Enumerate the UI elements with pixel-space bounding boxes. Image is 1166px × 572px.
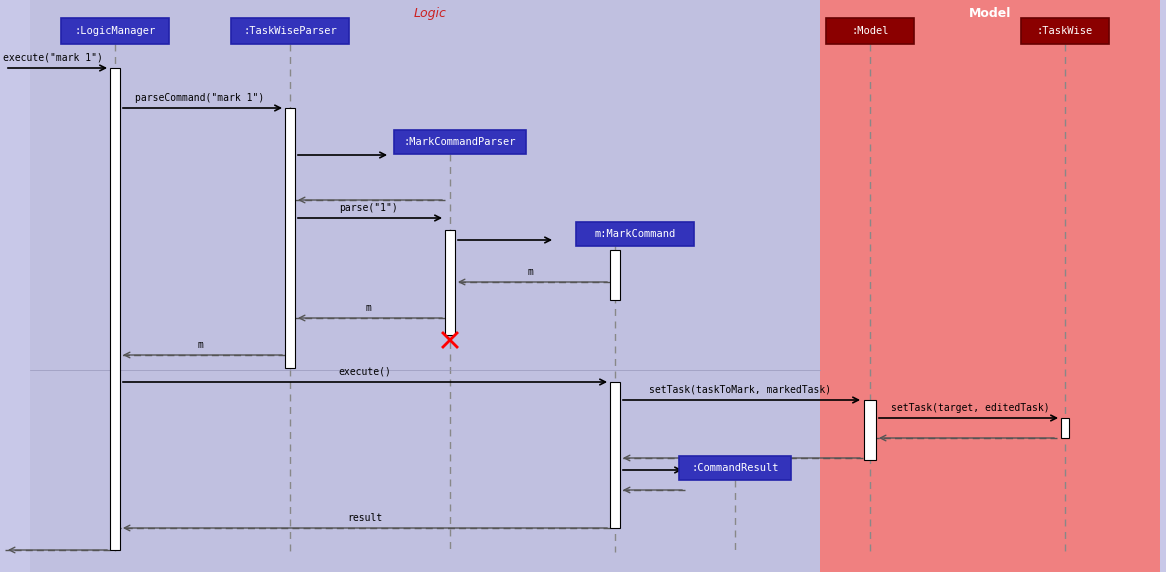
Text: :TaskWiseParser: :TaskWiseParser	[244, 26, 337, 36]
Text: parse("1"): parse("1")	[338, 203, 398, 213]
Text: m: m	[365, 303, 371, 313]
Text: :LogicManager: :LogicManager	[75, 26, 155, 36]
Text: m: m	[197, 340, 203, 350]
Text: result: result	[347, 513, 382, 523]
Bar	[30, 0, 820, 572]
Text: :CommandResult: :CommandResult	[691, 463, 779, 473]
Bar	[864, 400, 876, 460]
Text: m:MarkCommand: m:MarkCommand	[595, 229, 675, 239]
Text: :TaskWise: :TaskWise	[1037, 26, 1094, 36]
Bar	[61, 18, 169, 44]
Text: Model: Model	[969, 7, 1011, 20]
Bar	[576, 222, 694, 246]
Text: m: m	[527, 267, 533, 277]
Text: parseCommand("mark 1"): parseCommand("mark 1")	[135, 93, 265, 103]
Text: Logic: Logic	[414, 7, 447, 20]
Bar	[285, 108, 295, 368]
Bar	[820, 0, 1160, 572]
Bar	[445, 230, 455, 335]
Bar	[1061, 418, 1069, 438]
Bar	[1021, 18, 1109, 44]
Bar	[231, 18, 349, 44]
Text: setTask(taskToMark, markedTask): setTask(taskToMark, markedTask)	[649, 385, 831, 395]
Bar	[679, 456, 791, 480]
Bar	[394, 130, 526, 154]
Text: :Model: :Model	[851, 26, 888, 36]
Bar	[610, 250, 620, 300]
Text: :MarkCommandParser: :MarkCommandParser	[403, 137, 517, 147]
Text: setTask(target, editedTask): setTask(target, editedTask)	[891, 403, 1049, 413]
Bar	[610, 382, 620, 528]
Bar	[826, 18, 914, 44]
Bar	[110, 68, 120, 550]
Text: execute("mark 1"): execute("mark 1")	[3, 53, 103, 63]
Text: execute(): execute()	[338, 367, 392, 377]
